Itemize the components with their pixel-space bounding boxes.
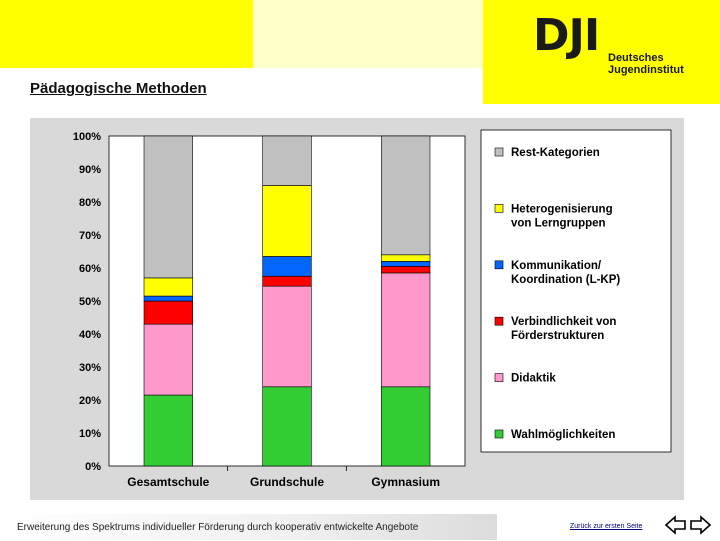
y-tick-label: 80% [79,197,101,209]
bar-segment [381,266,431,274]
y-tick-label: 60% [79,263,101,275]
bar-segment [381,254,431,262]
legend-swatch [494,260,504,270]
footer-band [0,514,497,540]
logo-text: Deutsches Jugendinstitut [608,52,684,76]
legend-swatch [494,147,504,157]
logo-text-line2: Jugendinstitut [608,64,684,76]
bar-segment [262,135,312,186]
y-tick-label: 90% [79,164,101,176]
y-tick-label: 50% [79,296,101,308]
bar-segment [143,323,193,396]
bar-segment [262,185,312,257]
legend-label: Wahlmöglichkeiten [511,429,615,441]
legend-label: Didaktik [511,373,556,385]
header-band-middle [253,0,483,68]
legend-label: Kommunikation/Koordination (L-KP) [511,260,620,286]
legend-swatch [494,373,504,382]
bar-segment [262,285,312,388]
stacked-bar-chart: 0% 10% 20% 30% 40% 50% 60% 70% 80% 90% 100% Gesamts… [73,129,672,489]
bar-segment [143,277,193,297]
legend-swatch [494,316,504,326]
bar-segment [381,135,431,256]
x-tick-label: Grundschule [250,475,324,489]
legend-label: Verbindlichkeit von Förderstrukturen [511,316,616,342]
dji-logo-mark: DJI [533,10,600,61]
bar-segment [381,386,431,467]
legend-swatch [494,429,504,439]
y-tick-label: 40% [79,329,101,341]
bar-segment [262,275,312,287]
arrow-left-icon[interactable] [664,515,686,535]
bar-segment [143,135,193,279]
legend-swatch [494,204,504,213]
y-tick-label: 0% [85,461,101,473]
bar-segment [262,256,312,277]
footer-caption: Erweiterung des Spektrums individueller … [17,522,419,533]
y-tick-label: 30% [79,362,101,374]
bar-segment [262,386,312,467]
arrow-right-icon[interactable] [690,515,712,535]
bar-segment [143,295,193,302]
x-tick-label: Gesamtschule [127,475,209,489]
bar-segment [381,272,431,388]
header-band-left [0,0,253,68]
nav-arrows[interactable] [664,514,712,536]
y-tick-label: 70% [79,230,101,242]
bar-segment [143,394,193,467]
logo-text-line1: Deutsches [608,52,664,64]
back-to-first-page-link[interactable]: Zurück zur ersten Seite [570,523,643,530]
legend-box [480,129,672,453]
bar-segment [143,300,193,325]
page-title: Pädagogische Methoden [30,80,207,97]
x-tick-label: Gymnasium [371,475,440,489]
legend-label: Rest-Kategorien [511,147,600,159]
chart-container: 0% 10% 20% 30% 40% 50% 60% 70% 80% 90% 100% Gesamts… [30,118,684,500]
legend-label: Heterogenisierung von Lerngruppen [511,203,613,229]
logo-panel: DJI Deutsches Jugendinstitut [483,0,720,104]
y-tick-label: 100% [73,131,101,143]
y-tick-label: 20% [79,395,101,407]
y-tick-label: 10% [79,428,101,440]
bar-segment [381,261,431,267]
